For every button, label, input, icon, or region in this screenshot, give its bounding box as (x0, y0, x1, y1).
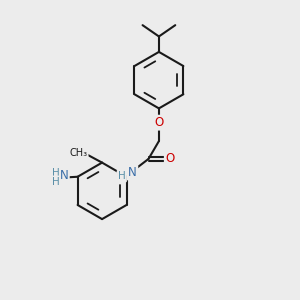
Text: H: H (118, 171, 126, 181)
Text: O: O (165, 152, 175, 165)
Text: N: N (128, 166, 137, 179)
Text: N: N (60, 169, 68, 182)
Text: H: H (52, 177, 59, 187)
Text: O: O (154, 116, 164, 129)
Text: H: H (52, 168, 59, 178)
Text: CH₃: CH₃ (69, 148, 87, 158)
